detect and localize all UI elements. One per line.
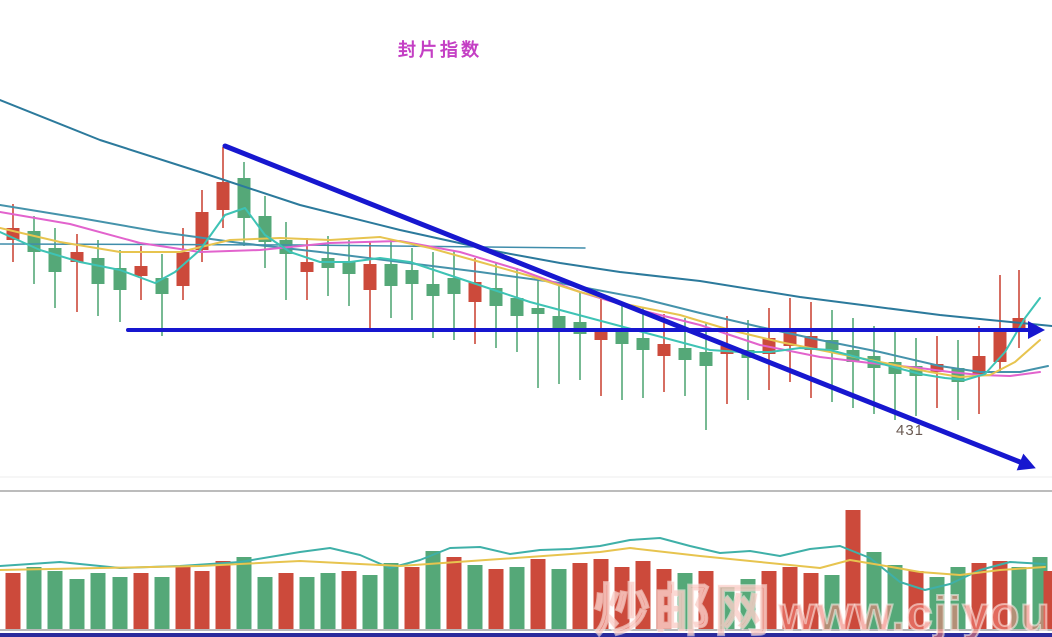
candle-body: [113, 268, 127, 290]
volume-bar: [5, 573, 21, 629]
candle-body: [447, 278, 461, 294]
candle-body: [91, 258, 105, 284]
price-ma-cyan-short: [0, 207, 1041, 381]
price-ma-long-dark: [0, 99, 1052, 327]
price-ma-yellow: [0, 227, 1041, 378]
volume-bar: [761, 571, 777, 629]
volume-bar: [69, 579, 85, 629]
candle-body: [48, 248, 62, 272]
volume-bar: [467, 565, 483, 629]
candle-body: [405, 270, 419, 284]
volume-bar: [803, 573, 819, 629]
volume-bar: [950, 567, 966, 629]
candle-body: [363, 264, 377, 290]
candle-body: [155, 278, 169, 294]
volume-bar: [635, 561, 651, 629]
candle-body: [552, 316, 566, 328]
volume-bar: [215, 561, 231, 629]
volume-bar: [236, 557, 252, 629]
volume-bar: [908, 571, 924, 629]
descending-resistance-arrow-arrowhead: [1016, 453, 1036, 471]
volume-bar: [719, 587, 735, 629]
volume-bar: [929, 577, 945, 629]
candle-body: [720, 346, 734, 354]
candle-body: [636, 338, 650, 350]
candle-body: [384, 264, 398, 286]
volume-vol-ma-teal: [0, 537, 1046, 591]
candle-body: [657, 344, 671, 356]
candle-body: [195, 212, 209, 250]
volume-bar: [971, 563, 987, 629]
candle-body: [930, 364, 944, 372]
volume-bar: [845, 510, 861, 629]
volume-bar: [572, 563, 588, 629]
candle-body: [510, 298, 524, 316]
price-ma-mid-teal: [0, 204, 1049, 373]
volume-bar: [614, 567, 630, 629]
volume-bar: [740, 579, 756, 629]
volume-bar: [133, 573, 149, 629]
volume-bar: [257, 577, 273, 629]
volume-bar: [90, 573, 106, 629]
candle-body: [825, 340, 839, 350]
volume-bar: [154, 577, 170, 629]
volume-bar: [362, 575, 378, 629]
volume-bar: [404, 567, 420, 629]
volume-bar: [383, 563, 399, 629]
volume-bar: [866, 552, 882, 629]
volume-bar: [47, 571, 63, 629]
candle-body: [531, 308, 545, 314]
volume-bar: [112, 577, 128, 629]
candle-body: [216, 182, 230, 210]
candle-body: [176, 252, 190, 286]
volume-bar: [992, 561, 1008, 629]
candle-body: [909, 366, 923, 376]
volume-bar: [677, 573, 693, 629]
volume-bar: [425, 551, 441, 629]
candle-body: [468, 282, 482, 302]
volume-bar: [26, 567, 42, 629]
volume-bar: [299, 577, 315, 629]
volume-bar: [656, 569, 672, 629]
volume-bar: [488, 569, 504, 629]
volume-bar: [509, 567, 525, 629]
candle-body: [699, 352, 713, 366]
volume-bar: [530, 559, 546, 629]
candle-body: [426, 284, 440, 296]
volume-bar: [551, 569, 567, 629]
volume-vol-ma-yellow: [0, 547, 1046, 576]
volume-bar: [698, 571, 714, 629]
candle-body: [134, 266, 148, 276]
volume-bar: [194, 571, 210, 629]
volume-bar: [1043, 571, 1052, 629]
candle-body: [678, 348, 692, 360]
volume-bar: [320, 573, 336, 629]
candle-body: [258, 216, 272, 242]
volume-bar: [341, 571, 357, 629]
volume-bar: [278, 573, 294, 629]
volume-bar: [1011, 567, 1027, 629]
volume-bar: [782, 567, 798, 629]
volume-bar: [175, 567, 191, 629]
chart-title: 封片指数: [398, 40, 482, 60]
volume-bar: [593, 559, 609, 629]
volume-bar: [824, 575, 840, 629]
volume-bar: [446, 557, 462, 629]
candle-body: [300, 262, 314, 272]
horizontal-support-arrow-arrowhead: [1028, 321, 1045, 339]
candle-body: [70, 252, 84, 262]
trend-low-value-label: 431: [896, 422, 925, 439]
candle-body: [615, 332, 629, 344]
candle-body: [342, 262, 356, 274]
descending-resistance-arrow: [222, 143, 1023, 465]
